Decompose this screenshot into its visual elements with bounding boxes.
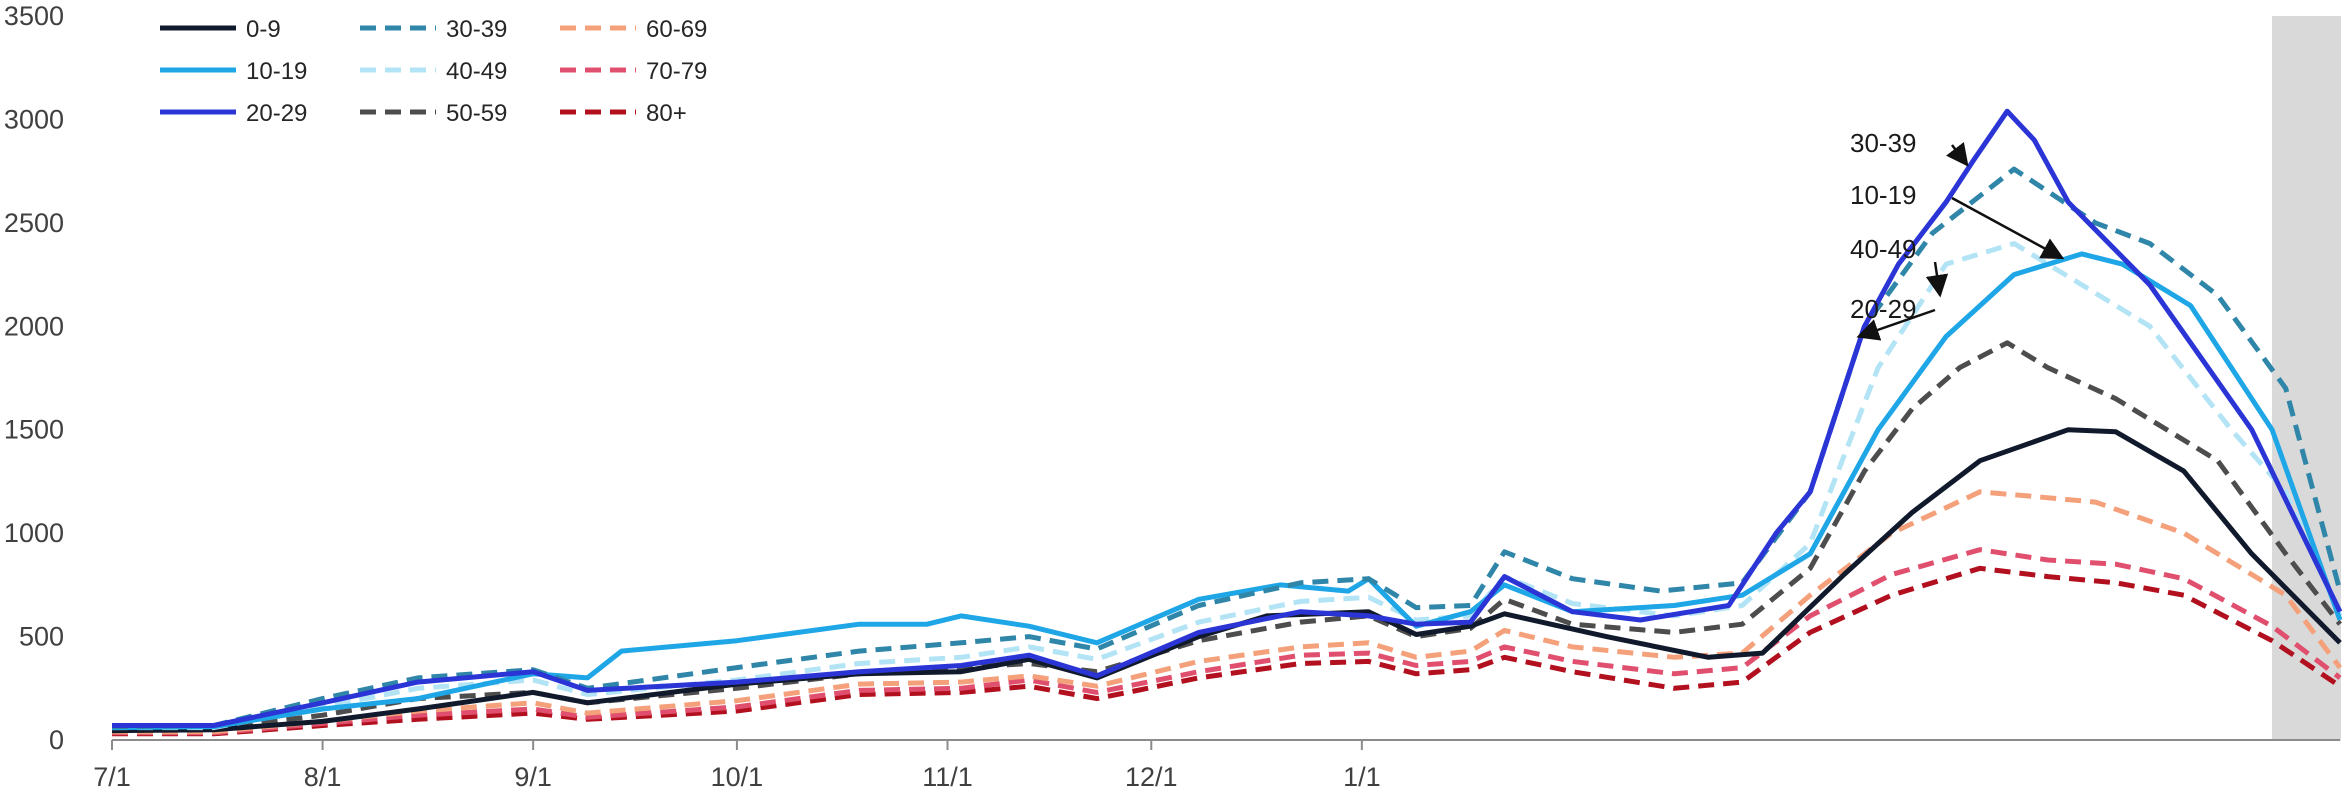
annotation-arrow — [1945, 142, 1969, 167]
y-axis-tick-labels: 0 500 1000 1500 2000 2500 3000 3500 — [4, 1, 64, 755]
x-tick-label: 8/1 — [304, 762, 342, 792]
y-tick-label: 3500 — [4, 1, 64, 31]
annotation-arrow — [1951, 196, 2065, 260]
legend-label: 80+ — [646, 100, 687, 127]
y-tick-label: 500 — [19, 622, 64, 652]
x-tick-label: 9/1 — [514, 762, 552, 792]
series-line-0-9 — [111, 427, 2342, 734]
y-tick-label: 3000 — [4, 104, 64, 134]
x-tick-label: 7/1 — [93, 762, 131, 792]
legend-label: 60-69 — [646, 16, 707, 43]
y-tick-label: 2500 — [4, 208, 64, 238]
annotation-label: 40-49 — [1850, 234, 1917, 264]
legend-label: 50-59 — [446, 100, 507, 127]
series-line-10-19 — [111, 251, 2343, 731]
legend-label: 70-79 — [646, 58, 707, 85]
legend-label: 10-19 — [246, 58, 307, 85]
legend-label: 40-49 — [446, 58, 507, 85]
y-tick-label: 1000 — [4, 518, 64, 548]
series-line-20-29 — [112, 108, 2343, 728]
legend-label: 20-29 — [246, 100, 307, 127]
series-line-60-69 — [112, 489, 2342, 735]
annotation-arrow — [1925, 261, 1949, 298]
y-tick-label: 0 — [49, 725, 64, 755]
legend-label: 0-9 — [246, 16, 281, 43]
x-tick-label: 1/1 — [1343, 762, 1381, 792]
series-line-30-39 — [111, 166, 2343, 730]
annotation-arrow — [1856, 308, 1936, 341]
x-tick-label: 10/1 — [711, 762, 764, 792]
series-line-50-59 — [111, 340, 2342, 733]
legend: 0-9 10-19 20-29 30-39 40-49 50-59 60-69 70-79 80… — [160, 16, 707, 127]
x-tick-label: 12/1 — [1125, 762, 1178, 792]
series-line-80+ — [112, 565, 2342, 737]
annotation-label: 30-39 — [1850, 128, 1917, 158]
series-lines — [111, 108, 2343, 737]
annotation-label: 10-19 — [1850, 180, 1917, 210]
legend-label: 30-39 — [446, 16, 507, 43]
y-tick-label: 1500 — [4, 415, 64, 445]
x-axis: 7/1 8/1 9/1 10/1 11/1 12/1 1/1 — [93, 739, 2340, 792]
series-line-40-49 — [112, 241, 2343, 731]
x-tick-label: 11/1 — [922, 762, 973, 792]
series-line-70-79 — [112, 547, 2342, 736]
y-tick-label: 2000 — [4, 311, 64, 341]
